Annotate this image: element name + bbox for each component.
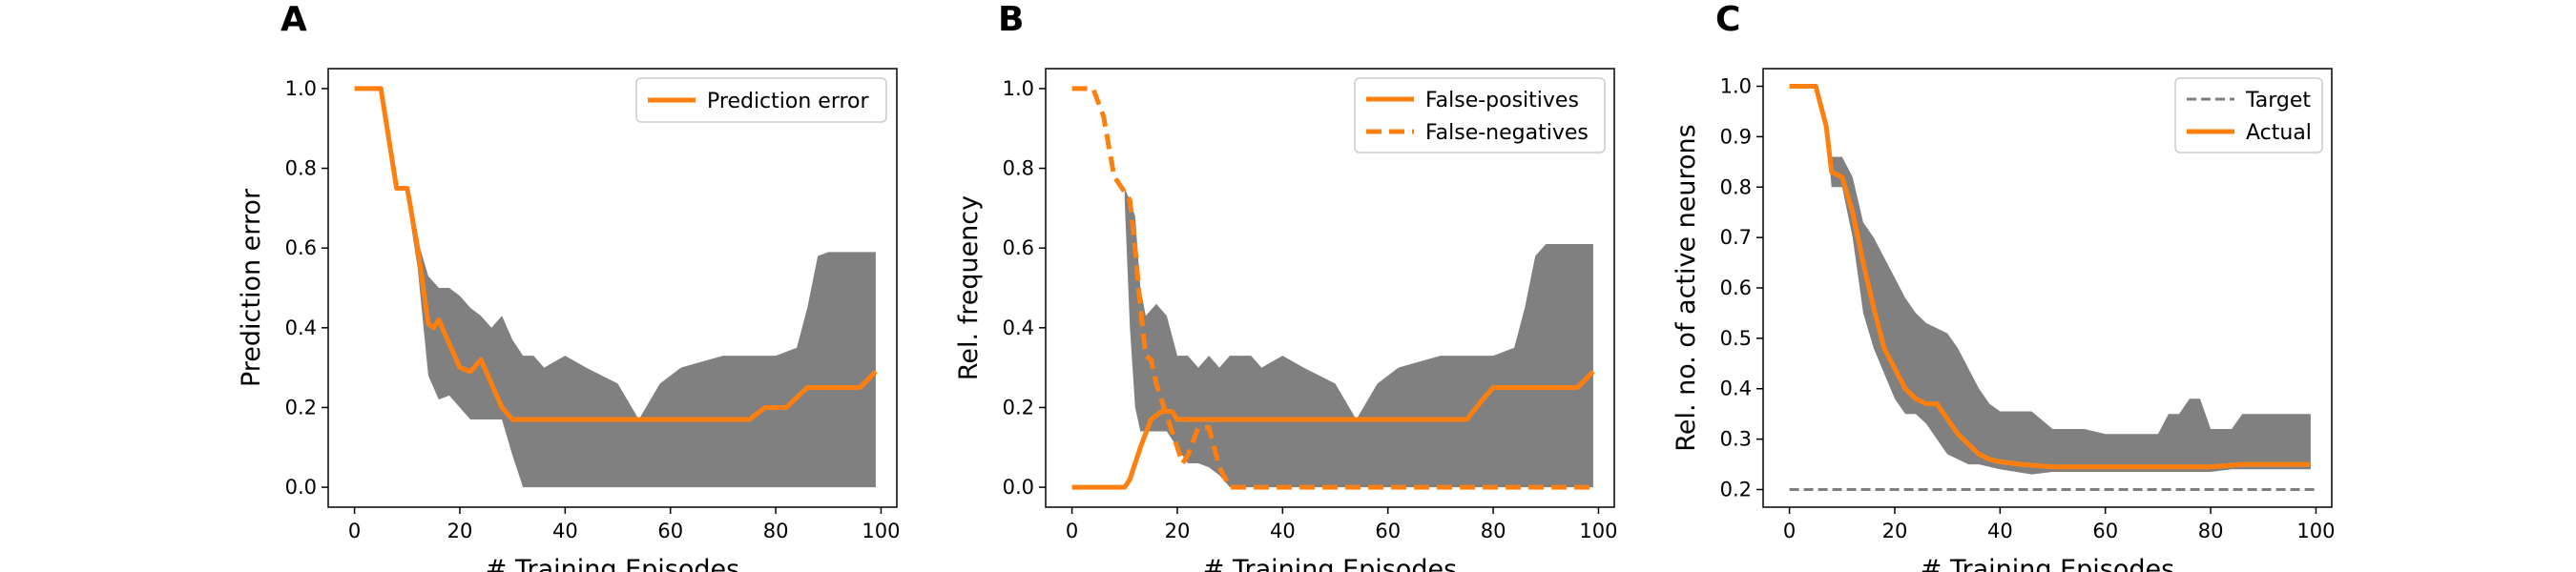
- panel-c-y-tick-label: 1.0: [1720, 75, 1752, 98]
- panel-a-legend: Prediction error: [635, 77, 887, 123]
- panel-b-x-tick-label: 20: [1165, 520, 1191, 542]
- panel-c-x-tick-label: 20: [1882, 520, 1908, 542]
- panel-b-y-tick-label: 0.2: [1003, 396, 1034, 419]
- panel-b-y-tick-label: 0.0: [1003, 476, 1034, 499]
- panel-a-y-tick-label: 0.0: [285, 476, 317, 499]
- panel-b-y-tick-label: 1.0: [1003, 77, 1034, 100]
- panel-b-series-layer: [1071, 86, 1595, 490]
- panel-b: B 0 20 40 60 80 100 0.0 0.2 0.4 0.6 0.8 1.0 # Trai…: [954, 0, 1617, 572]
- panel-c-y-ticks: 0.2 0.3 0.4 0.5 0.6 0.7 0.8 0.9 1.0: [1720, 75, 1763, 500]
- panel-a-spread-band: [406, 188, 876, 488]
- panel-b-x-tick-label: 60: [1375, 520, 1401, 542]
- panel-a-x-tick-label: 0: [348, 520, 361, 542]
- panel-b-plot-frame: [1045, 68, 1615, 508]
- panel-c-y-tick-label: 0.7: [1720, 226, 1752, 249]
- panel-b-x-tick-label: 100: [1579, 520, 1617, 542]
- panel-c-x-tick-label: 80: [2198, 520, 2224, 542]
- panel-a-y-tick-label: 0.2: [285, 396, 317, 419]
- panel-a-y-axis-title: Prediction error: [237, 188, 266, 387]
- panel-c-y-tick-label: 0.6: [1720, 276, 1752, 299]
- panel-b-x-tick-label: 0: [1066, 520, 1078, 542]
- panel-c-legend-label-actual: Actual: [2246, 121, 2312, 145]
- panel-b-x-tick-label: 40: [1270, 520, 1296, 542]
- panel-c-y-tick-label: 0.4: [1720, 378, 1752, 400]
- panel-b-series-false-negatives: [1071, 86, 1593, 490]
- panel-a-plot-frame: [327, 68, 898, 508]
- panel-a-y-tick-label: 0.4: [285, 317, 317, 339]
- panel-c-y-tick-label: 0.3: [1720, 428, 1752, 451]
- panel-a-label: A: [280, 0, 307, 39]
- panel-b-legend-label-false-positives: False-positives: [1425, 89, 1579, 112]
- panel-c-y-axis-title: Rel. no. of active neurons: [1672, 124, 1701, 451]
- panel-b-x-axis-title: # Training Episodes: [1203, 555, 1457, 572]
- panel-a-y-tick-label: 0.8: [285, 157, 317, 180]
- panel-c-series-layer: [1789, 84, 2316, 491]
- panel-a-series-prediction-error: [354, 86, 878, 422]
- panel-a-y-tick-label: 1.0: [285, 77, 317, 100]
- panel-c-x-tick-label: 100: [2296, 520, 2335, 542]
- panel-b-x-ticks: 0 20 40 60 80 100: [1066, 507, 1617, 542]
- panel-b-spread-band: [1124, 188, 1593, 488]
- panel-b-series-false-positives: [1071, 370, 1595, 490]
- panel-c-band-layer: [1826, 126, 2311, 475]
- panel-a-legend-box: [635, 77, 887, 123]
- panel-c-x-tick-label: 0: [1783, 520, 1796, 542]
- panel-a-series-layer: [354, 86, 878, 422]
- panel-c-series-actual: [1789, 84, 2311, 470]
- panel-c: C 0 20 40 60 80 100 0.2 0.3 0.4 0.5 0.6 0.7 0.8 0.9 1…: [1672, 0, 2335, 572]
- panel-c-x-tick-label: 60: [2092, 520, 2118, 542]
- panel-c-y-tick-label: 0.8: [1720, 175, 1752, 198]
- panel-a-y-ticks: 0.0 0.2 0.4 0.6 0.8 1.0: [285, 77, 328, 499]
- panel-b-x-tick-label: 80: [1481, 520, 1506, 542]
- panel-b-band-layer: [1124, 188, 1593, 488]
- panel-a: A 0 20 40 60 80 100 0.0 0.2 0.4 0.6 0.8 1.0 # Trai…: [237, 0, 900, 572]
- panel-a-band-layer: [406, 188, 876, 488]
- panel-b-y-ticks: 0.0 0.2 0.4 0.6 0.8 1.0: [1003, 77, 1046, 499]
- panel-c-legend: Target Actual: [2174, 77, 2323, 153]
- panel-c-y-tick-label: 0.5: [1720, 327, 1752, 350]
- panel-a-x-axis-title: # Training Episodes: [486, 555, 739, 572]
- panel-c-label: C: [1715, 0, 1740, 39]
- panel-a-x-tick-label: 60: [657, 520, 683, 542]
- panel-b-y-tick-label: 0.6: [1003, 236, 1034, 259]
- panel-a-legend-label-prediction-error: Prediction error: [707, 90, 869, 113]
- panel-a-y-tick-label: 0.6: [285, 236, 317, 259]
- panel-b-y-tick-label: 0.4: [1003, 317, 1034, 339]
- panel-b-legend-label-false-negatives: False-negatives: [1425, 121, 1589, 145]
- panel-c-spread-band: [1826, 126, 2311, 475]
- panel-a-x-tick-label: 100: [862, 520, 900, 542]
- panel-b-legend: False-positives False-negatives: [1354, 77, 1606, 153]
- panel-a-x-tick-label: 80: [763, 520, 789, 542]
- panel-c-legend-label-target: Target: [2245, 89, 2311, 112]
- panel-c-x-tick-label: 40: [1987, 520, 2013, 542]
- panel-c-y-tick-label: 0.9: [1720, 125, 1752, 148]
- panel-a-x-tick-label: 40: [552, 520, 578, 542]
- panel-a-x-tick-label: 20: [447, 520, 473, 542]
- panel-c-x-axis-title: # Training Episodes: [1921, 555, 2174, 572]
- panel-b-y-axis-title: Rel. frequency: [954, 195, 984, 380]
- panel-b-legend-box: [1354, 77, 1606, 153]
- panel-b-y-tick-label: 0.8: [1003, 157, 1034, 180]
- panel-a-x-ticks: 0 20 40 60 80 100: [348, 507, 900, 542]
- panel-b-label: B: [998, 0, 1024, 39]
- panel-c-y-tick-label: 0.2: [1720, 478, 1752, 500]
- panel-c-x-ticks: 0 20 40 60 80 100: [1783, 507, 2335, 542]
